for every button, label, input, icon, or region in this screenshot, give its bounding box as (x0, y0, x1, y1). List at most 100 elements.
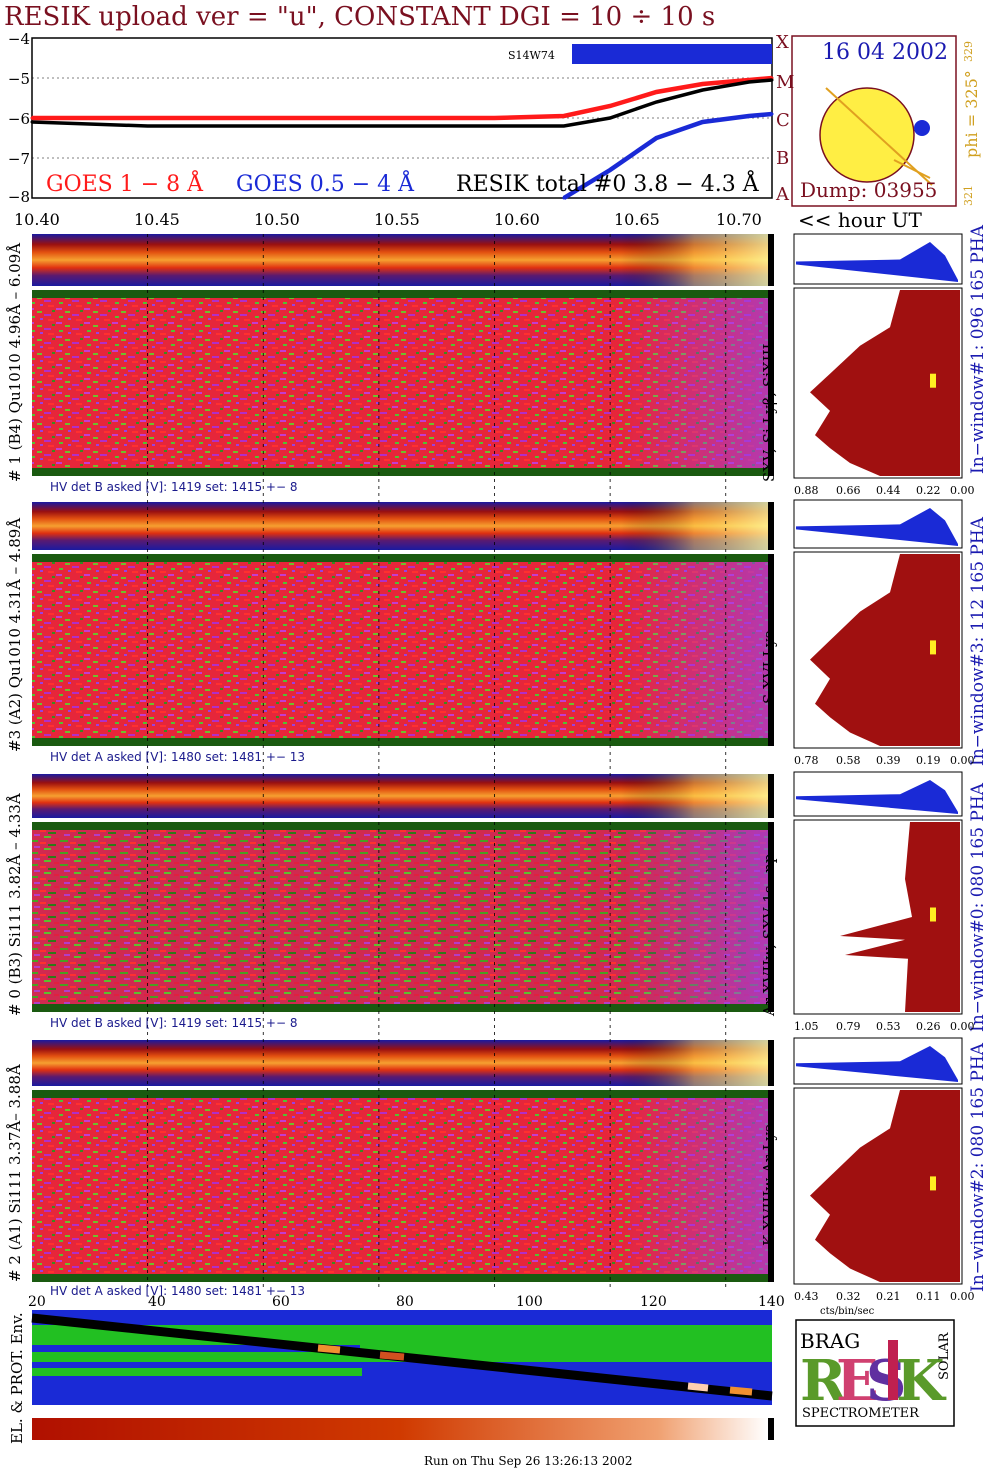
env-label: EL. & PROT. Env. (8, 1312, 26, 1444)
series-3-point-10 (747, 80, 751, 84)
logo-letter-r: R (800, 1348, 847, 1414)
pha-unit: cts/bin/sec (820, 1306, 875, 1317)
detector-1-name: # 1 (B4) Qu1010 4.96Å – 6.09Å (6, 242, 24, 482)
env-marker-1 (317, 1344, 341, 1354)
series-2-point-7 (608, 168, 612, 172)
detector-3-top-edge (32, 822, 768, 830)
series-line-2 (562, 111, 773, 200)
time-unit-label: << hour UT (798, 208, 922, 232)
series-1-point-7 (608, 104, 612, 108)
detector-3-pha-tick-2: 0.79 (836, 1020, 861, 1033)
series-2-point-11 (770, 112, 774, 116)
detector-4-pha-window-marker (930, 1176, 936, 1191)
detector-2-pha-tick-4: 0.19 (916, 754, 941, 767)
detector-2-pha-tick-5: 0.00 (950, 754, 975, 767)
env-marker-4 (729, 1386, 753, 1396)
series-1-point-5 (493, 116, 496, 120)
ytick-5: −8 (7, 188, 30, 206)
detector-4-strip-flare (32, 1040, 768, 1086)
phi-label: phi = 325° (962, 70, 981, 158)
detector-2-name: #3 (A2) Qu1010 4.31Å – 4.89Å (6, 517, 24, 752)
ytick-3: −6 (7, 110, 30, 128)
detector-2-pha-window-marker (930, 640, 936, 655)
detector-2-pha-tick-2: 0.58 (836, 754, 861, 767)
detector-4-pha-tick-5: 0.00 (950, 1290, 975, 1303)
ytick-2: −5 (7, 70, 30, 88)
env-band-green-3 (32, 1368, 362, 1376)
detector-2-right-edge (768, 554, 774, 746)
sun-arrow (893, 159, 931, 179)
detector-1-strip-edge (768, 234, 774, 286)
detector-4-bottom-edge (32, 1274, 768, 1282)
time-tick-2: 10.45 (134, 210, 180, 229)
series-3-point-11 (770, 78, 774, 82)
class-m: M (776, 72, 795, 93)
ytick-4: −7 (7, 150, 30, 168)
class-c: C (776, 110, 790, 131)
detector-3-pha-large-profile (840, 822, 960, 1012)
series-1-point-8 (654, 90, 658, 94)
detector-4-top-edge (32, 1090, 768, 1098)
detector-4-pha-small-profile (796, 1046, 958, 1082)
time-tick-3: 10.50 (254, 210, 300, 229)
logo-top-text: BRAG (800, 1329, 860, 1353)
detector-2-lines: S XVI Lya (760, 629, 778, 704)
logo-letter-k: K (896, 1348, 947, 1414)
detector-4-right-edge (768, 1090, 774, 1282)
detector-3-window: In−window#0: 080 165 PHA (968, 783, 988, 1032)
legend-goes-short: GOES 0.5 − 4 Å (236, 172, 415, 197)
env-colorbar-end (768, 1418, 774, 1440)
logo-frame (795, 1319, 955, 1427)
detector-3-pha-tick-4: 0.26 (916, 1020, 941, 1033)
detector-3-pha-window-marker (930, 907, 936, 922)
series-1-point-3 (261, 116, 265, 120)
bottom-tick-4: 80 (396, 1294, 414, 1310)
detector-2-hv: HV det A asked [V]: 1480 set: 1481 +− 13 (50, 750, 306, 764)
series-3-point-1 (30, 120, 34, 124)
detector-1-right-edge (768, 290, 774, 476)
time-tick-1: 10.40 (14, 210, 60, 229)
detector-3-pha-tick-3: 0.53 (876, 1020, 901, 1033)
detector-2-window: In−window#3: 112 165 PHA (968, 517, 988, 766)
phi-sub: 321 (962, 185, 975, 206)
sun-date: 16 04 2002 (822, 40, 948, 65)
class-a: A (776, 184, 789, 205)
series-3-point-5 (493, 124, 496, 128)
bottom-tick-5: 100 (516, 1294, 543, 1310)
dump-label: Dump: 03955 (800, 178, 938, 202)
detector-4-pha-tick-4: 0.11 (916, 1290, 941, 1303)
time-gridlines (147, 234, 727, 1290)
detector-4-pha-tick-2: 0.32 (836, 1290, 861, 1303)
detector-1-pha-small-profile (796, 242, 958, 282)
detector-2-bottom-edge (32, 738, 768, 746)
detector-3-right-edge (768, 822, 774, 1012)
page-title: RESIK upload ver = "u", CONSTANT DGI = 1… (4, 2, 716, 32)
bottom-tick-6: 120 (640, 1294, 667, 1310)
marker-label: S14W74 (508, 49, 555, 62)
time-tick-7: 10.70 (716, 210, 762, 229)
series-1-point-6 (562, 114, 566, 118)
series-1-point-4 (377, 116, 381, 120)
phi-sup: 329 (962, 41, 975, 62)
bottom-tick-7: 140 (758, 1294, 785, 1310)
detector-2-strip-edge (768, 502, 774, 550)
detector-4-name: # 2 (A1) Si111 3.37Å– 3.88Å (6, 1064, 24, 1282)
detector-1-pha-window-marker (930, 373, 936, 388)
series-3-point-6 (562, 124, 566, 128)
class-b: B (776, 148, 790, 169)
sun-phi-line (825, 87, 933, 186)
detector-1-strip-flare (32, 234, 768, 286)
series-3-point-9 (701, 88, 705, 92)
detector-4-strip-edge (768, 1040, 774, 1086)
detector-1-lines: SXV, Si Lyβ, SiXIII (760, 343, 778, 482)
legend-goes-long: GOES 1 − 8 Å (46, 172, 204, 197)
logo-letter-s: S (866, 1348, 906, 1414)
detector-3-spectrogram-fade (32, 822, 768, 1012)
ytick-1: −4 (7, 30, 30, 48)
env-band-green-4 (360, 1340, 772, 1354)
detector-1-bottom-edge (32, 468, 768, 476)
logo-letter-e: E (836, 1348, 879, 1414)
marker-bar (572, 44, 772, 64)
detector-1-pha-tick-4: 0.22 (916, 484, 941, 497)
series-3-point-2 (146, 124, 150, 128)
